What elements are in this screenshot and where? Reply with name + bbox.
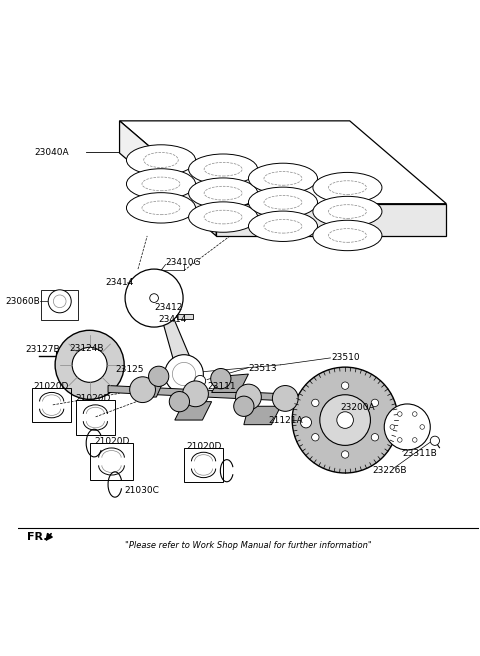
Circle shape: [397, 438, 402, 442]
Ellipse shape: [249, 187, 317, 218]
Ellipse shape: [264, 195, 302, 209]
Polygon shape: [216, 204, 446, 236]
Circle shape: [72, 347, 107, 382]
Circle shape: [384, 404, 430, 450]
Circle shape: [182, 381, 208, 407]
Text: 23200A: 23200A: [340, 403, 375, 412]
Circle shape: [211, 369, 231, 389]
Text: 23040A: 23040A: [35, 148, 69, 157]
Ellipse shape: [204, 210, 242, 224]
Polygon shape: [161, 316, 193, 365]
Ellipse shape: [313, 196, 382, 227]
Circle shape: [55, 331, 124, 400]
Text: 23124B: 23124B: [69, 344, 103, 353]
Text: 23125: 23125: [115, 365, 144, 374]
Polygon shape: [120, 121, 216, 236]
Ellipse shape: [189, 202, 258, 232]
Circle shape: [412, 438, 417, 442]
Circle shape: [320, 395, 371, 445]
Bar: [177, 314, 193, 319]
Polygon shape: [244, 406, 281, 424]
Ellipse shape: [204, 162, 242, 176]
Ellipse shape: [264, 219, 302, 233]
Circle shape: [430, 436, 440, 445]
Text: FR.: FR.: [27, 533, 48, 543]
Ellipse shape: [249, 211, 317, 241]
Text: 23111: 23111: [207, 382, 236, 392]
Circle shape: [371, 400, 379, 407]
Circle shape: [48, 290, 71, 313]
Ellipse shape: [189, 178, 258, 209]
Ellipse shape: [328, 229, 366, 242]
Text: 21020D: 21020D: [76, 394, 111, 403]
Circle shape: [397, 412, 402, 417]
Circle shape: [300, 417, 312, 428]
Ellipse shape: [204, 186, 242, 200]
Circle shape: [390, 424, 395, 429]
Circle shape: [150, 294, 158, 302]
Ellipse shape: [249, 163, 317, 194]
Text: 21030C: 21030C: [124, 485, 159, 495]
Text: 23410G: 23410G: [166, 258, 201, 267]
Circle shape: [130, 377, 156, 403]
Text: 23513: 23513: [249, 364, 277, 373]
Polygon shape: [175, 401, 212, 420]
Polygon shape: [120, 121, 446, 204]
Circle shape: [148, 366, 169, 386]
Text: 23412: 23412: [154, 303, 182, 312]
Text: 23127B: 23127B: [25, 344, 60, 354]
Circle shape: [371, 434, 379, 441]
Ellipse shape: [142, 201, 180, 215]
Ellipse shape: [313, 173, 382, 203]
Polygon shape: [108, 386, 304, 401]
Text: "Please refer to Work Shop Manual for further information": "Please refer to Work Shop Manual for fu…: [125, 541, 372, 550]
Circle shape: [272, 386, 298, 411]
Circle shape: [337, 412, 353, 428]
Polygon shape: [138, 377, 166, 397]
Text: 23414: 23414: [106, 278, 134, 287]
Circle shape: [412, 412, 417, 417]
Circle shape: [292, 367, 398, 473]
Ellipse shape: [264, 172, 302, 185]
Text: 21020D: 21020D: [186, 441, 222, 451]
Circle shape: [341, 451, 349, 458]
Ellipse shape: [126, 145, 195, 175]
Circle shape: [172, 362, 196, 386]
Circle shape: [312, 434, 319, 441]
Circle shape: [53, 295, 66, 308]
Ellipse shape: [189, 154, 258, 184]
Text: 23060B: 23060B: [6, 297, 40, 306]
Text: 23414: 23414: [159, 315, 187, 324]
Circle shape: [125, 269, 183, 327]
Text: 21020D: 21020D: [94, 437, 130, 445]
Circle shape: [236, 384, 261, 410]
Circle shape: [312, 400, 319, 407]
Circle shape: [420, 424, 424, 429]
Text: 23226B: 23226B: [373, 466, 407, 475]
Text: 23311B: 23311B: [403, 449, 437, 458]
Text: 23510: 23510: [331, 354, 360, 362]
Ellipse shape: [144, 152, 178, 167]
Ellipse shape: [328, 181, 366, 194]
Text: 21020D: 21020D: [34, 382, 69, 390]
Circle shape: [169, 392, 190, 412]
Ellipse shape: [142, 177, 180, 191]
Ellipse shape: [126, 193, 195, 223]
Ellipse shape: [126, 169, 195, 199]
Text: 21121A: 21121A: [268, 417, 303, 426]
Circle shape: [194, 375, 205, 386]
Polygon shape: [212, 374, 249, 392]
Ellipse shape: [313, 220, 382, 251]
Circle shape: [165, 355, 204, 394]
Circle shape: [341, 382, 349, 390]
Circle shape: [234, 396, 254, 417]
Ellipse shape: [328, 205, 366, 218]
